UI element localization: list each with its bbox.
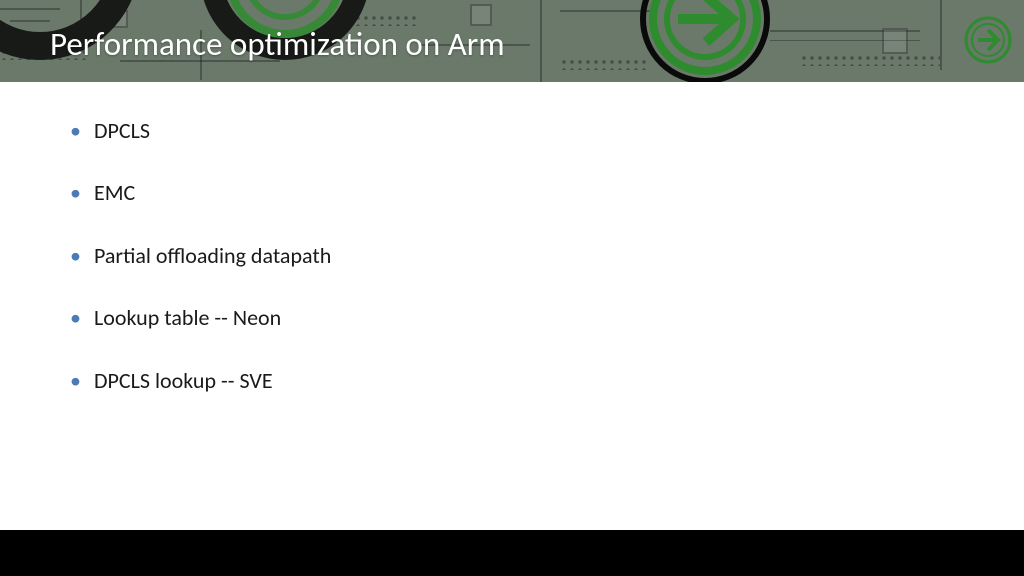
bullet-item: EMC <box>94 180 1024 206</box>
bullet-item: DPCLS <box>94 118 1024 144</box>
slide-title: Performance optimization on Arm <box>50 24 505 64</box>
slide: Performance optimization on Arm DPCLS EM… <box>0 0 1024 576</box>
bullet-item: DPCLS lookup -- SVE <box>94 368 1024 394</box>
footer-bar <box>0 530 1024 576</box>
slide-body: DPCLS EMC Partial offloading datapath Lo… <box>0 82 1024 530</box>
arrow-circle-small-icon <box>964 16 1012 64</box>
bullet-list: DPCLS EMC Partial offloading datapath Lo… <box>94 118 1024 394</box>
title-banner: Performance optimization on Arm <box>0 0 1024 82</box>
bullet-item: Lookup table -- Neon <box>94 305 1024 331</box>
bullet-item: Partial offloading datapath <box>94 243 1024 269</box>
arrow-circle-large-icon <box>640 0 770 82</box>
